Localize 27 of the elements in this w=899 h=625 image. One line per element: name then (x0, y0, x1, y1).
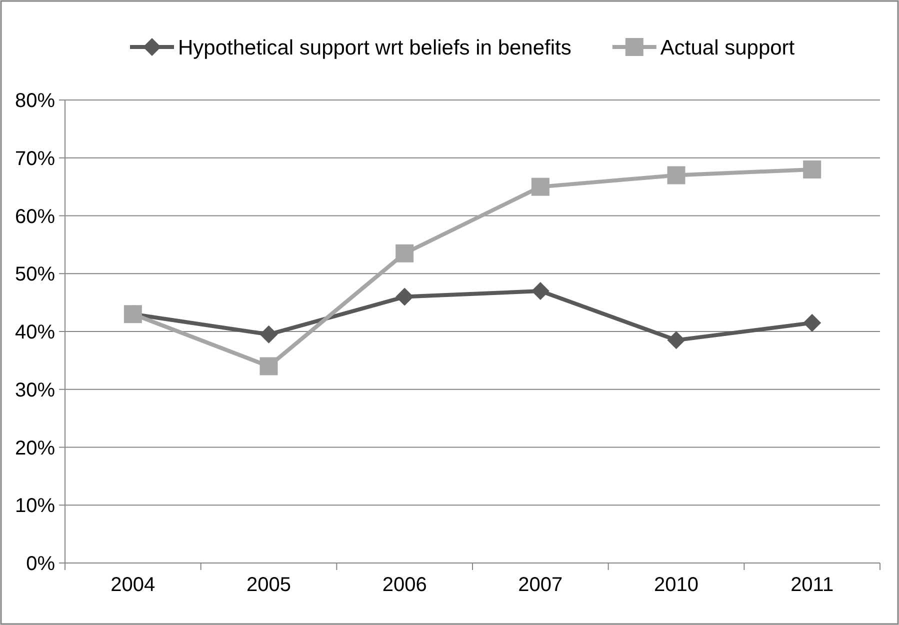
y-tick-label: 60% (14, 206, 56, 228)
y-tick-label: 30% (14, 379, 56, 402)
legend-label: Hypothetical support wrt beliefs in benefits (178, 36, 572, 60)
point (803, 160, 822, 178)
x-tick-label: 2010 (654, 574, 698, 596)
x-tick-label: 2007 (518, 574, 563, 596)
point (667, 331, 686, 350)
y-tick-label: 0% (26, 553, 56, 575)
point (396, 244, 414, 262)
y-tick-label: 70% (14, 148, 56, 170)
y-tick-label: 40% (14, 322, 56, 344)
x-tick-label: 2005 (246, 574, 291, 596)
x-tick-label: 2011 (790, 574, 834, 596)
point (396, 288, 414, 306)
point (260, 325, 278, 344)
point (260, 357, 278, 376)
point (531, 282, 550, 300)
legend-label: Actual support (660, 36, 795, 60)
y-tick-label: 10% (14, 495, 56, 518)
y-tick-label: 50% (14, 264, 56, 286)
y-tick-label: 20% (14, 437, 56, 460)
point (803, 314, 822, 332)
point (531, 178, 550, 196)
y-tick-label: 80% (14, 90, 56, 112)
x-tick-label: 2006 (382, 574, 427, 596)
x-tick-label: 2004 (110, 574, 156, 596)
point (667, 166, 686, 184)
